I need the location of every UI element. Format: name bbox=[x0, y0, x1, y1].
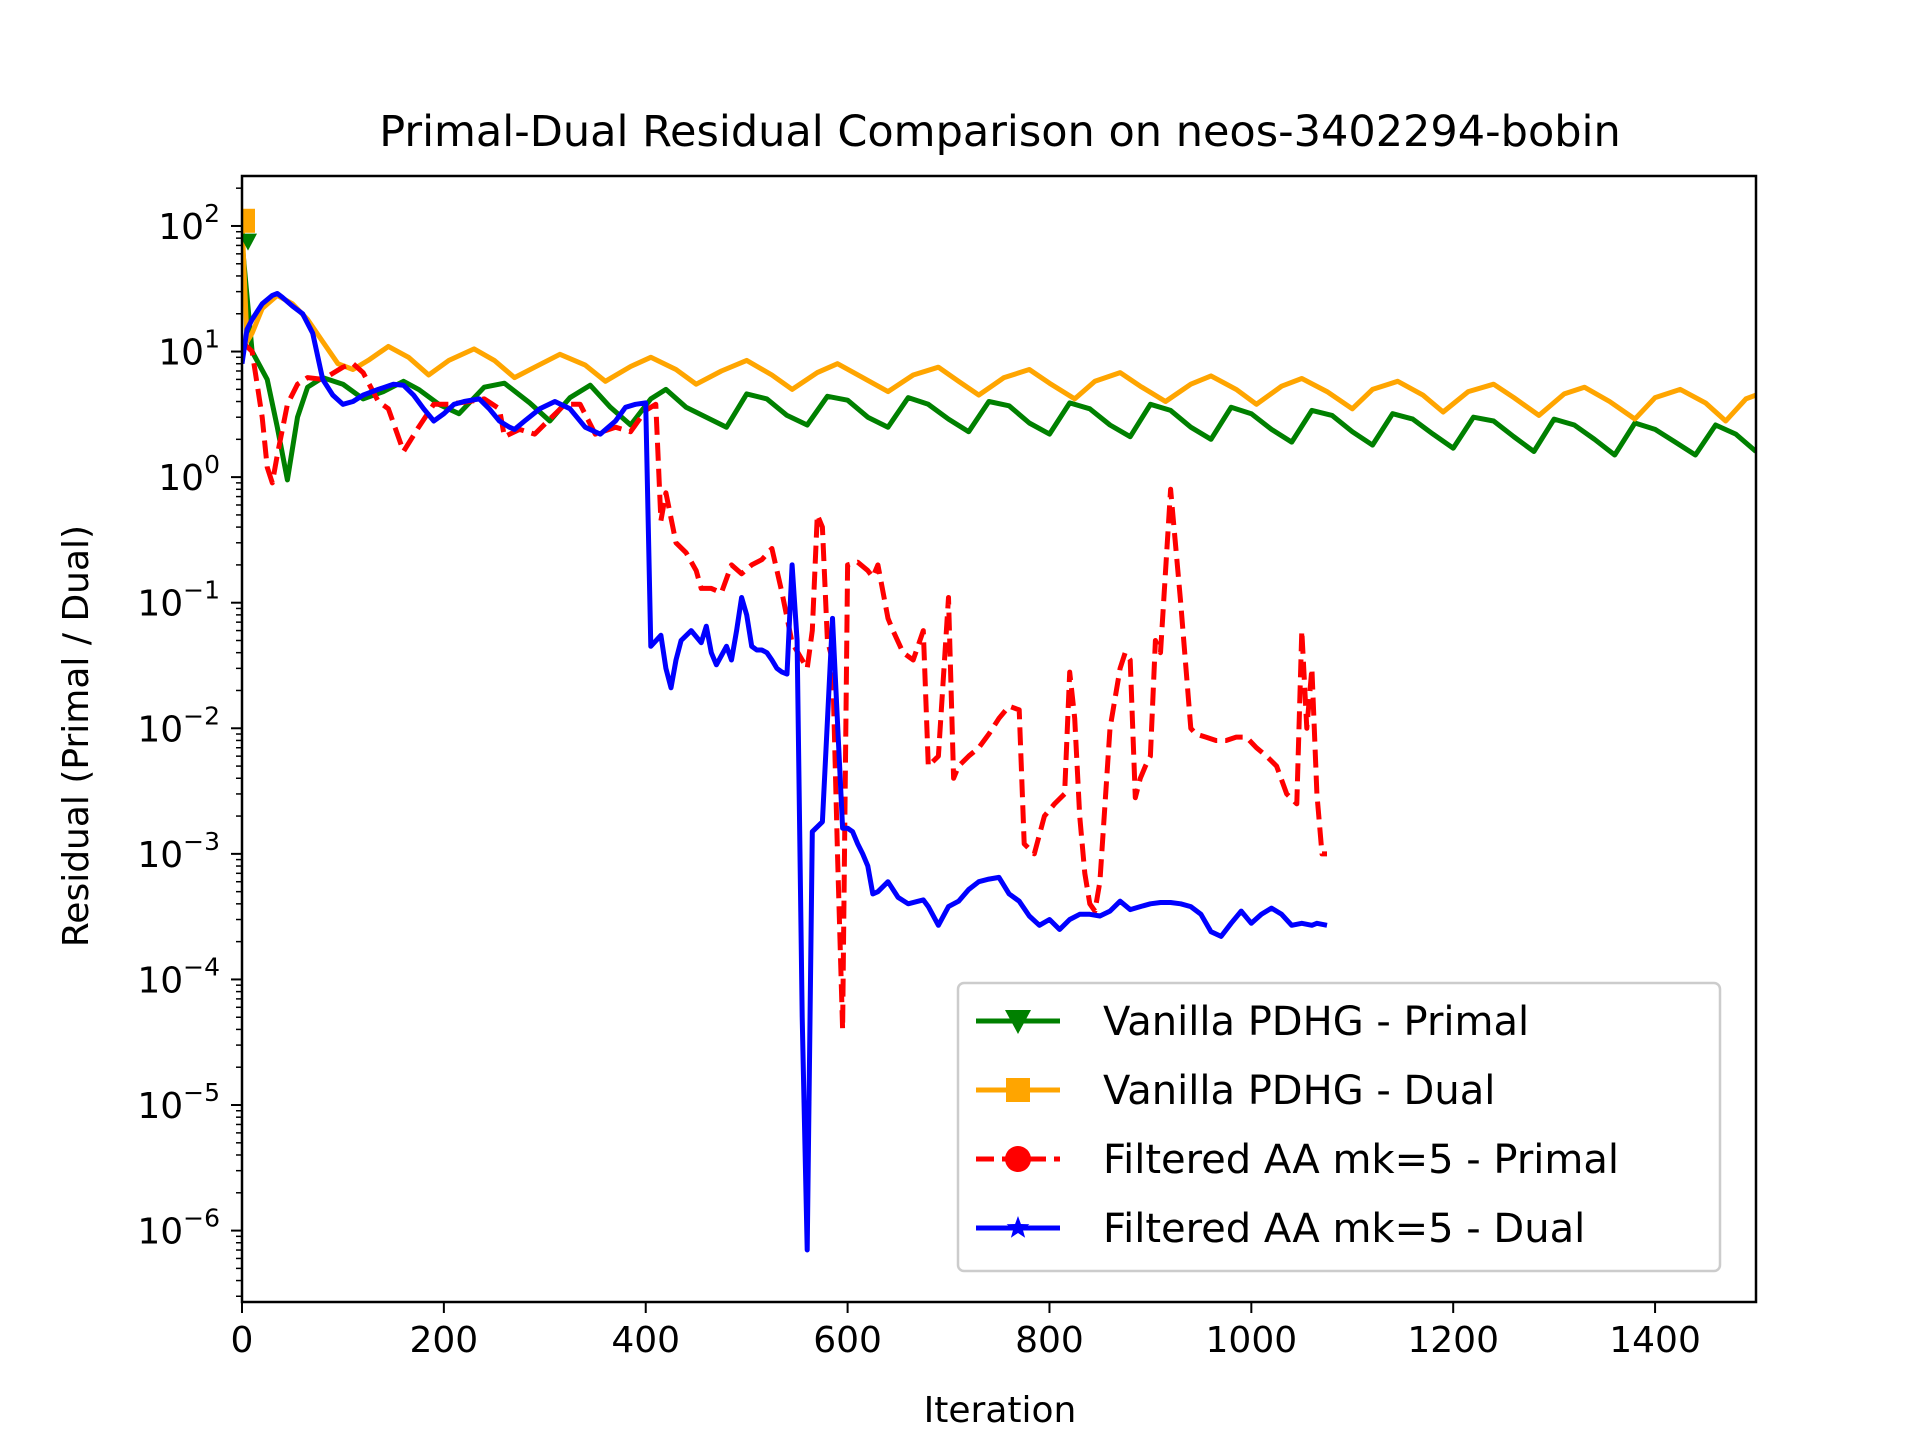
series-marker-dual-start bbox=[242, 208, 255, 233]
x-axis: 0 200 400 600 800 1000 1200 1400 bbox=[231, 1302, 1701, 1361]
y-tick-label: 10−4 bbox=[137, 952, 220, 1001]
y-axis: 10−6 10−5 10−4 10−3 10−2 10−1 100 101 102 bbox=[137, 187, 242, 1298]
y-axis-label: Residual (Primal / Dual) bbox=[56, 525, 97, 947]
x-tick-label: 600 bbox=[813, 1320, 882, 1361]
x-tick-label: 200 bbox=[410, 1320, 479, 1361]
y-tick-label: 102 bbox=[158, 199, 220, 248]
legend: Vanilla PDHG - Primal Vanilla PDHG - Dual… bbox=[956, 981, 1722, 1273]
y-tick-label: 100 bbox=[158, 450, 220, 499]
legend-marker-2 bbox=[1006, 1078, 1030, 1102]
legend-label-4: Filtered AA mk=5 - Dual bbox=[1103, 1206, 1585, 1252]
y-tick-label: 10−5 bbox=[137, 1078, 220, 1127]
y-tick-label: 10−1 bbox=[137, 576, 220, 625]
plot-area bbox=[242, 208, 1756, 1253]
x-axis-label: Iteration bbox=[924, 1390, 1077, 1431]
x-tick-label: 800 bbox=[1015, 1320, 1084, 1361]
legend-marker-3 bbox=[1005, 1146, 1031, 1172]
series-marker-primal-start bbox=[242, 233, 257, 251]
x-tick-label: 1200 bbox=[1407, 1320, 1499, 1361]
x-tick-label: 1000 bbox=[1206, 1320, 1298, 1361]
chart-title: Primal-Dual Residual Comparison on neos-… bbox=[379, 107, 1621, 157]
series-line-4 bbox=[242, 291, 1328, 1253]
axes bbox=[240, 174, 1758, 1304]
y-tick-label: 10−3 bbox=[137, 827, 220, 876]
legend-marker-1 bbox=[1005, 1010, 1031, 1034]
plot-frame bbox=[240, 174, 1758, 1304]
legend-box bbox=[956, 981, 1722, 1273]
series-line-2 bbox=[242, 220, 1756, 424]
y-tick-label: 10−6 bbox=[137, 1204, 220, 1253]
legend-marker-4 bbox=[1006, 1216, 1030, 1238]
legend-label-1: Vanilla PDHG - Primal bbox=[1103, 999, 1529, 1045]
y-tick-label: 10−2 bbox=[137, 701, 220, 750]
x-tick-label: 400 bbox=[611, 1320, 680, 1361]
y-tick-label: 101 bbox=[158, 325, 220, 374]
x-tick-label: 1400 bbox=[1609, 1320, 1701, 1361]
legend-label-2: Vanilla PDHG - Dual bbox=[1103, 1068, 1495, 1114]
series-line-3 bbox=[242, 339, 1327, 1032]
x-tick-label: 0 bbox=[231, 1320, 254, 1361]
legend-label-3: Filtered AA mk=5 - Primal bbox=[1103, 1137, 1619, 1183]
